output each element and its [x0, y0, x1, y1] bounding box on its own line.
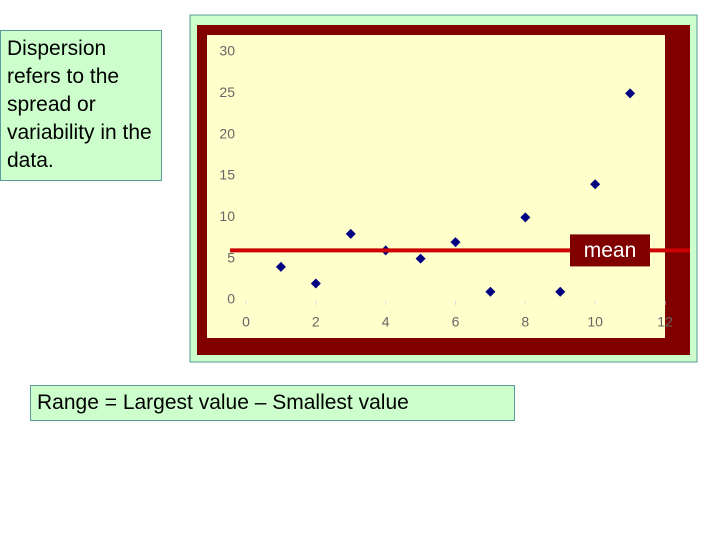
x-tick-label: 2: [312, 314, 320, 330]
x-tick-label: 8: [521, 314, 529, 330]
point: [415, 253, 426, 264]
y-tick-label: 15: [219, 167, 235, 183]
point: [590, 179, 601, 190]
mean-label: mean: [584, 239, 637, 262]
point: [450, 237, 461, 248]
note-text: Dispersion refers to the spread or varia…: [0, 30, 162, 181]
y-tick-label: 20: [219, 125, 235, 141]
point: [485, 286, 496, 297]
point: [275, 261, 286, 272]
y-tick-label: 30: [219, 43, 235, 59]
x-tick-label: 6: [452, 314, 460, 330]
y-tick-label: 25: [219, 84, 235, 100]
y-tick-label: 0: [227, 291, 235, 307]
point: [625, 88, 636, 99]
range-formula: Range = Largest value – Smallest value: [30, 385, 515, 421]
x-tick-label: 10: [587, 314, 603, 330]
x-tick-label: 4: [382, 314, 390, 330]
x-tick-label: 12: [657, 314, 673, 330]
point: [520, 212, 531, 223]
x-tick-label: 0: [242, 314, 250, 330]
point: [310, 278, 321, 289]
mean-label-box: [570, 234, 650, 267]
point: [555, 286, 566, 297]
point: [345, 228, 356, 239]
y-tick-label: 5: [227, 249, 235, 265]
y-tick-label: 10: [219, 208, 235, 224]
plot-area: [207, 35, 665, 338]
